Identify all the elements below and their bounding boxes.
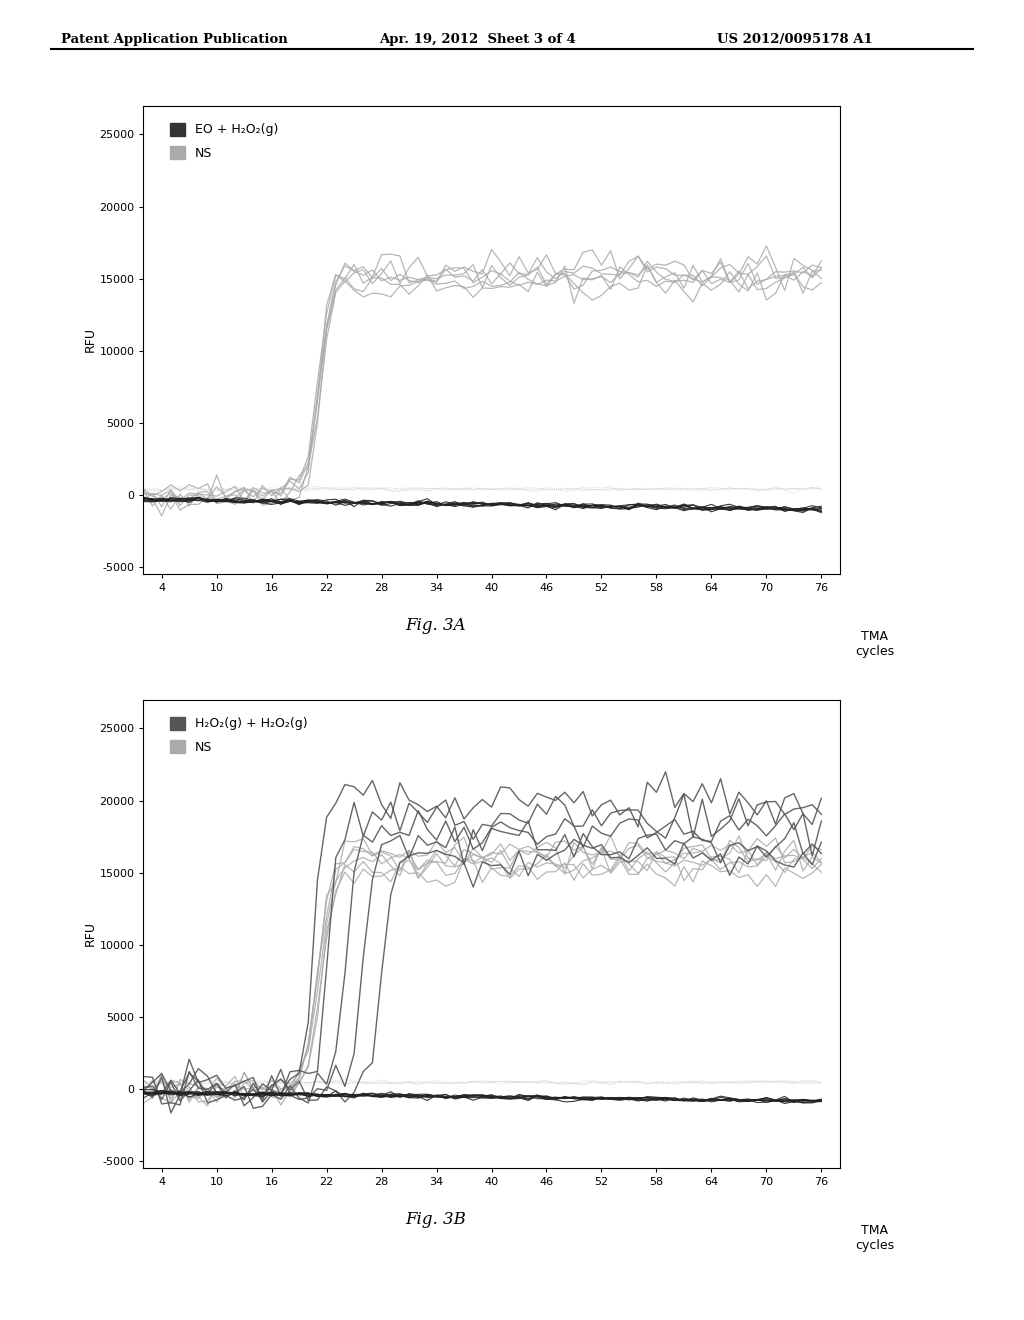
Legend: H₂O₂(g) + H₂O₂(g), NS: H₂O₂(g) + H₂O₂(g), NS [164, 710, 313, 760]
Legend: EO + H₂O₂(g), NS: EO + H₂O₂(g), NS [164, 116, 285, 166]
Y-axis label: RFU: RFU [83, 327, 96, 352]
Text: Fig. 3B: Fig. 3B [406, 1212, 466, 1229]
Text: TMA
cycles: TMA cycles [855, 631, 894, 659]
Y-axis label: RFU: RFU [83, 921, 96, 946]
Text: TMA
cycles: TMA cycles [855, 1225, 894, 1253]
Text: Fig. 3A: Fig. 3A [406, 618, 466, 635]
Text: US 2012/0095178 A1: US 2012/0095178 A1 [717, 33, 872, 46]
Text: Patent Application Publication: Patent Application Publication [61, 33, 288, 46]
Text: Apr. 19, 2012  Sheet 3 of 4: Apr. 19, 2012 Sheet 3 of 4 [379, 33, 575, 46]
